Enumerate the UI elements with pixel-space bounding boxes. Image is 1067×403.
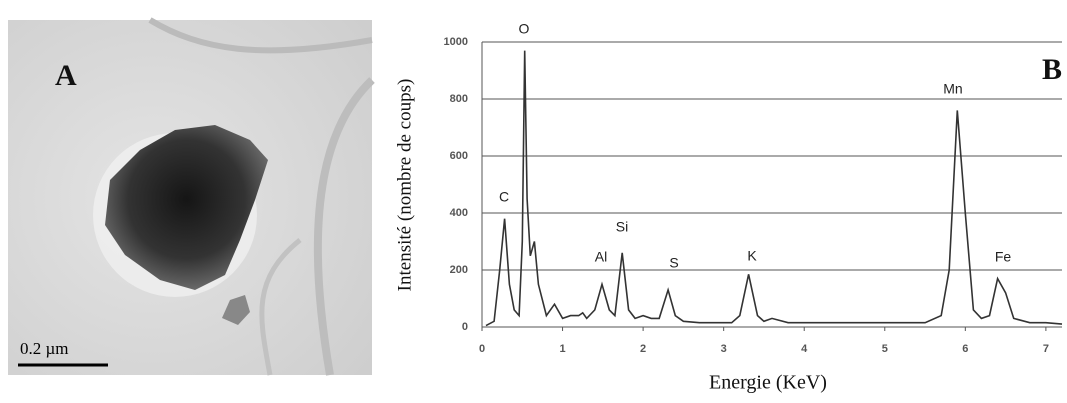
- x-tick-label: 2: [640, 343, 646, 355]
- y-tick-label: 800: [450, 93, 468, 105]
- peak-label: S: [669, 255, 678, 271]
- y-axis-label: Intensité (nombre de coups): [394, 79, 415, 292]
- spectrum-line: [485, 50, 1063, 327]
- peak-label: Al: [595, 249, 607, 265]
- scale-bar-label: 0.2 µm: [20, 339, 69, 358]
- peak-label: C: [499, 189, 509, 205]
- x-tick-label: 3: [721, 343, 727, 355]
- x-tick-label: 6: [962, 343, 968, 355]
- x-tick-label: 1: [559, 343, 565, 355]
- spectrum-chart: B Energie (KeV) Intensité (nombre de cou…: [394, 21, 1063, 394]
- tem-image: A 0.2 µm: [8, 17, 375, 376]
- x-tick-label: 5: [882, 343, 888, 355]
- panel-label: B: [1042, 53, 1062, 86]
- peak-label: O: [519, 21, 530, 37]
- peak-label: Fe: [995, 249, 1012, 265]
- y-tick-label: 600: [450, 150, 468, 162]
- panel-label: A: [55, 59, 77, 92]
- y-tick-label: 1000: [444, 36, 468, 48]
- y-tick-label: 400: [450, 207, 468, 219]
- x-axis-label: Energie (KeV): [709, 372, 827, 394]
- y-tick-label: 0: [462, 321, 468, 333]
- x-tick-label: 0: [479, 343, 485, 355]
- x-tick-label: 7: [1043, 343, 1049, 355]
- x-tick-label: 4: [801, 343, 808, 355]
- y-tick-label: 200: [450, 264, 468, 276]
- peak-label: Si: [616, 219, 628, 235]
- peak-label: K: [747, 248, 757, 264]
- peak-label: Mn: [943, 81, 962, 97]
